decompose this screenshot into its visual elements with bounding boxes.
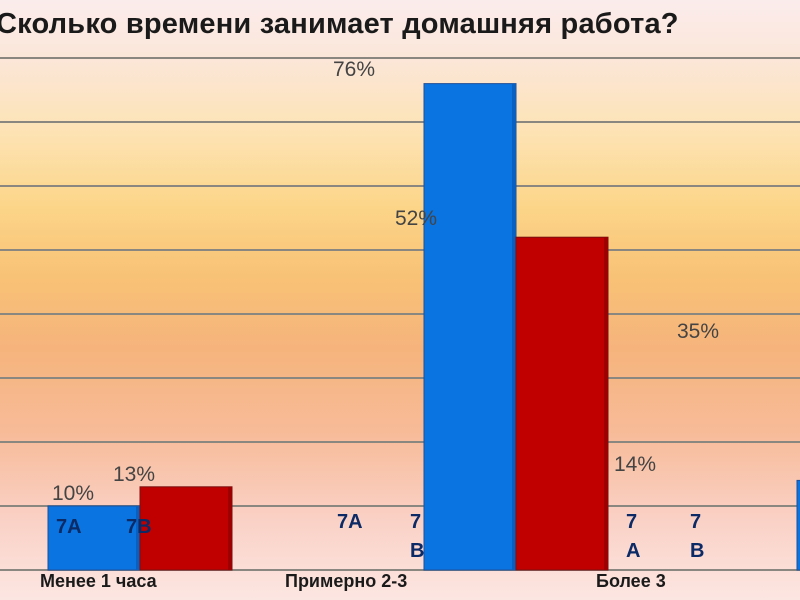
bar-7b (139, 486, 233, 571)
category-label: Примерно 2-3 (285, 571, 407, 591)
bar-7a-edge (796, 479, 800, 571)
data-label: 35% (677, 320, 719, 343)
series-label: 7А (337, 511, 363, 533)
series-label: 7 (626, 511, 637, 533)
series-label: 7 (410, 511, 421, 533)
bar-7a (423, 83, 517, 571)
series-label: 7А (56, 516, 82, 538)
chart-title: Сколько времени занимает домашняя работа… (0, 8, 679, 40)
data-label: 52% (395, 207, 437, 230)
series-label: 7В (126, 516, 152, 538)
bar-7a (47, 505, 141, 571)
bar-7a-shade (512, 83, 516, 570)
gridlines (0, 57, 800, 571)
data-label: 10% (52, 482, 94, 505)
bar-7b (515, 236, 609, 571)
category-label: Менее 1 часа (40, 571, 158, 591)
bars (47, 83, 800, 571)
data-label: 13% (113, 463, 155, 486)
bar-7b-shade (228, 486, 232, 570)
series-label: 7 (690, 511, 701, 533)
category-label: Более 3 (596, 571, 666, 591)
series-label: В (690, 540, 704, 562)
series-label: В (410, 540, 424, 562)
series-label: А (626, 540, 640, 562)
bar-7b-shade (604, 237, 608, 570)
data-label: 76% (333, 58, 375, 81)
bar-7a-shade (136, 506, 140, 570)
data-label: 14% (614, 453, 656, 476)
